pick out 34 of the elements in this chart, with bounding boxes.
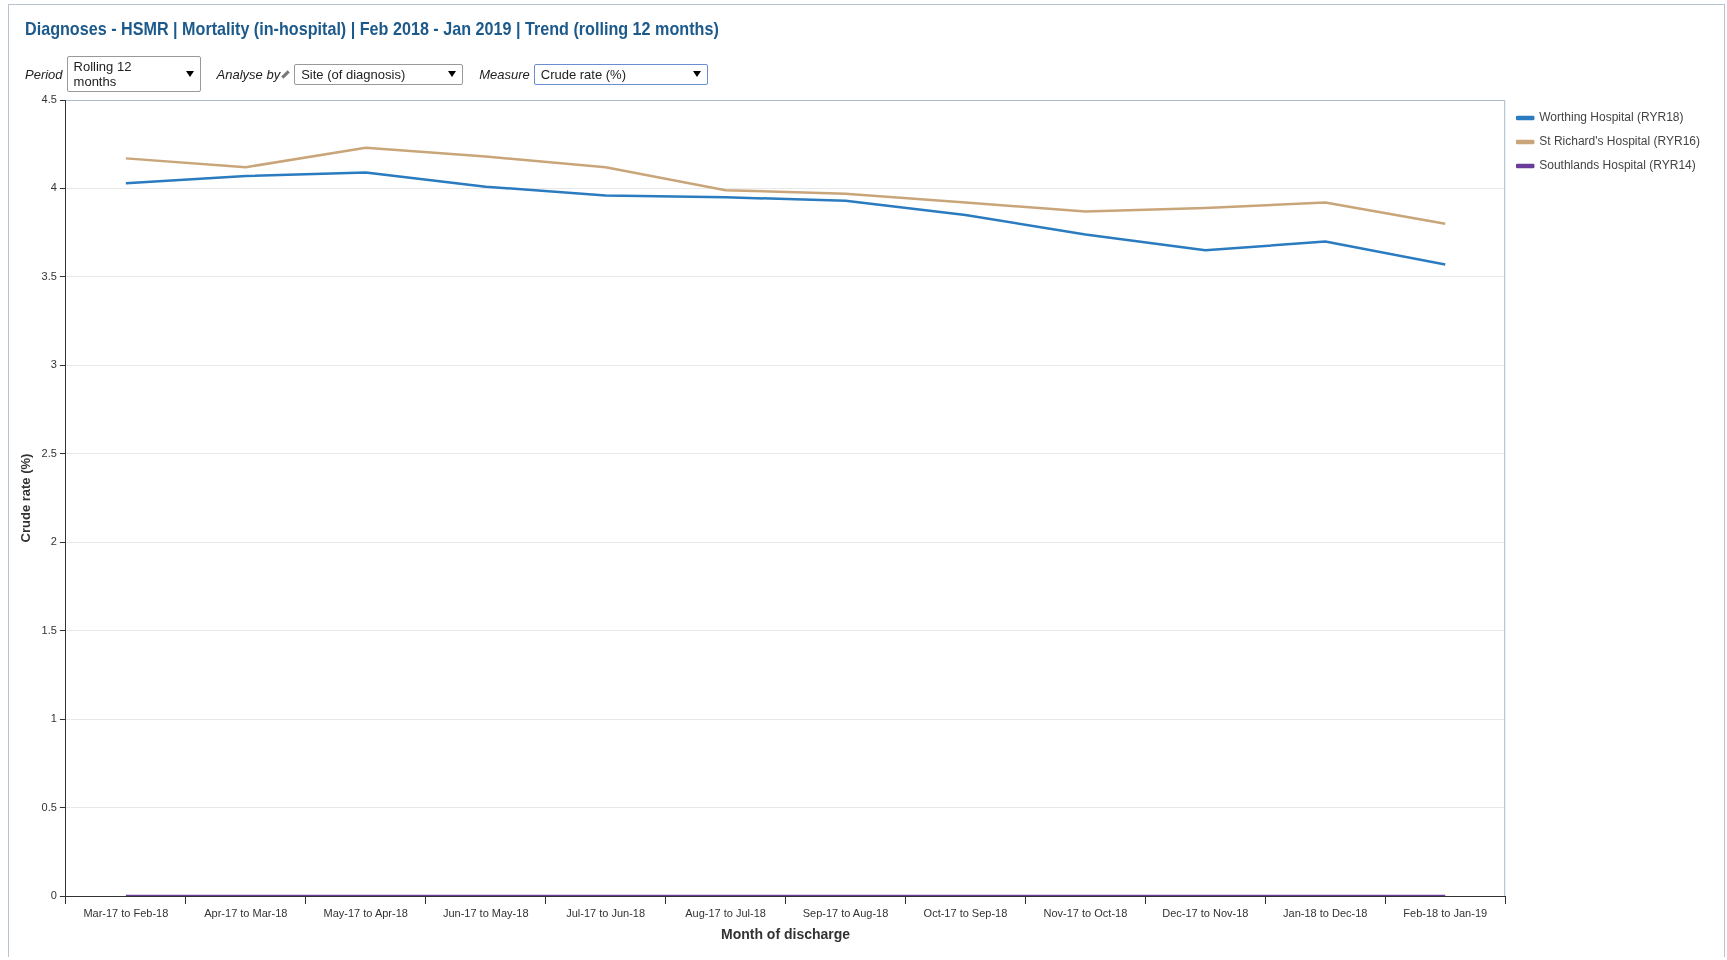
y-tick-label: 1.5: [41, 623, 57, 636]
x-tick-label: Jan-18 to Dec-18: [1283, 906, 1368, 919]
x-tick-label: Dec-17 to Nov-18: [1162, 906, 1249, 919]
y-tick-label: 2.5: [41, 446, 57, 459]
y-tick-label: 3: [50, 358, 57, 371]
x-tick-label: Oct-17 to Sep-18: [923, 906, 1008, 919]
legend-label: St Richard's Hospital (RYR16): [1539, 134, 1700, 149]
x-axis-title: Month of discharge: [720, 926, 851, 943]
x-tick-label: Sep-17 to Aug-18: [802, 906, 889, 919]
y-axis-title: Crude rate (%): [18, 453, 34, 543]
chart-title: Diagnoses - HSMR | Mortality (in-hospital) | Feb 2018 - Jan 2019 | Trend (rolling 12 months): [25, 18, 719, 40]
y-tick-label: 4.5: [41, 93, 57, 106]
y-tick-label: 3.5: [41, 269, 57, 282]
y-tick-label: 0.5: [41, 800, 57, 813]
text: Period: [25, 66, 63, 82]
x-tick-label: Jul-17 to Jun-18: [566, 906, 646, 919]
legend-label: Southlands Hospital (RYR14): [1539, 158, 1696, 173]
text: Analyse by: [216, 66, 281, 82]
legend-label: Worthing Hospital (RYR18): [1539, 110, 1684, 125]
text: Site (of diagnosis): [301, 66, 406, 82]
x-tick-label: Feb-18 to Jan-19: [1403, 906, 1488, 919]
x-tick-label: May-17 to Apr-18: [323, 906, 408, 919]
y-tick-label: 1: [50, 712, 57, 725]
text: Rolling 12 months: [73, 59, 133, 89]
x-tick-label: Apr-17 to Mar-18: [204, 906, 288, 919]
x-tick-label: Nov-17 to Oct-18: [1043, 906, 1128, 919]
x-tick-label: Aug-17 to Jul-18: [685, 906, 766, 919]
y-tick-label: 4: [50, 181, 57, 194]
y-tick-label: 2: [50, 535, 57, 548]
x-tick-label: Mar-17 to Feb-18: [83, 906, 169, 919]
text: Measure: [479, 66, 530, 82]
y-tick-label: 0: [50, 889, 57, 902]
text: Crude rate (%): [540, 66, 626, 82]
x-tick-label: Jun-17 to May-18: [442, 906, 529, 919]
